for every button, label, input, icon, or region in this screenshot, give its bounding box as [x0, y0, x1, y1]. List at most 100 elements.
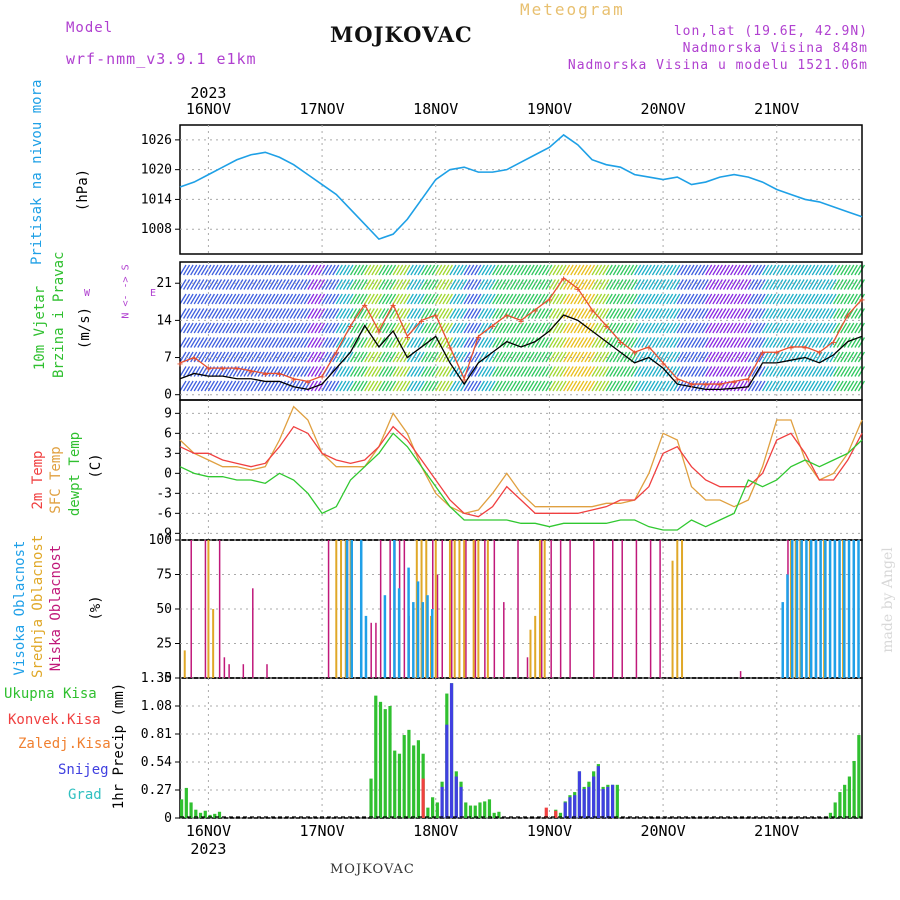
wind-barb [257, 293, 265, 305]
wind-barb [286, 322, 294, 334]
wind-barb [413, 293, 421, 305]
wind-barb [229, 279, 237, 290]
wind-barb [392, 322, 400, 334]
wind-barb [428, 264, 436, 276]
wind-barb [364, 308, 372, 319]
wind-barb [499, 351, 507, 363]
wind-barb [627, 337, 635, 348]
wind-barb [779, 322, 787, 334]
wind-barb [261, 366, 269, 377]
wind-barb [765, 366, 773, 377]
wind-barb [786, 308, 794, 319]
wind-barb [300, 279, 308, 290]
wind-barb [843, 264, 851, 276]
wind-barb [261, 337, 269, 348]
wind-barb [609, 308, 617, 319]
wind-barb [669, 322, 677, 334]
wind-barb [726, 279, 734, 290]
wind-barb [381, 279, 390, 290]
cloud-high-bar [345, 540, 349, 678]
wind-barb [225, 380, 233, 392]
rain-total-bar [464, 802, 468, 818]
wind-barb [364, 337, 372, 348]
wind-barb [843, 293, 851, 305]
wind-barb [779, 337, 787, 348]
wind-barb [349, 337, 358, 348]
wind-barb [495, 380, 503, 392]
wind-barb [467, 293, 475, 305]
wind-barb [637, 264, 645, 276]
wind-barb [257, 337, 265, 348]
wind-barb [339, 351, 347, 363]
wind-barb [254, 279, 262, 290]
wind-barb [214, 322, 223, 334]
wind-barb [520, 351, 528, 363]
wind-barb [371, 351, 379, 363]
wind-barb [825, 279, 834, 290]
wind-barb [840, 322, 848, 334]
wind-barb [317, 279, 326, 290]
wind-barb [783, 293, 791, 305]
wind-barb [435, 293, 443, 305]
wind-barb [286, 380, 294, 392]
wind-barb [389, 337, 397, 348]
wind-barb [214, 308, 223, 319]
wind-barb [779, 380, 787, 392]
wind-barb [694, 351, 702, 363]
wind-barb [520, 308, 528, 319]
wind-barb [559, 322, 567, 334]
cloud-high-bar [393, 540, 396, 678]
wind-barb [520, 279, 528, 290]
snow-bar [606, 786, 610, 818]
wind-barb [761, 308, 770, 319]
wind-barb [385, 293, 393, 305]
wind-barb [239, 366, 247, 377]
wind-barb [587, 293, 596, 305]
wind-gust-marker: + [561, 274, 567, 285]
wind-barb [452, 308, 461, 319]
wind-barb [317, 322, 326, 334]
wind-barb [676, 337, 684, 348]
wind-barb [648, 279, 656, 290]
wind-barb [484, 337, 493, 348]
wind-barb [772, 279, 780, 290]
wind-barb [452, 380, 461, 392]
wind-barb [513, 366, 521, 377]
wind-barb [758, 366, 766, 377]
wind-barb [744, 380, 752, 392]
wind-barb [730, 366, 738, 377]
wind-barb [179, 293, 187, 305]
wind-barb [623, 264, 631, 276]
wind-barb [406, 366, 414, 377]
wind-barb [531, 293, 539, 305]
wind-barb [833, 308, 841, 319]
wind-barb [303, 264, 311, 276]
wind-barb [605, 279, 613, 290]
wind-barb [527, 279, 535, 290]
wind-barb [275, 366, 283, 377]
wind-barb [854, 293, 862, 305]
y-tick-label: 0 [164, 466, 172, 481]
wind-barb [570, 380, 578, 392]
wind-barb [452, 337, 461, 348]
wind-barb [815, 380, 823, 392]
wind-barb [431, 366, 439, 377]
wind-barb [449, 322, 457, 334]
wind-barb [467, 279, 475, 290]
wind-barb [495, 264, 503, 276]
wind-barb [687, 264, 695, 276]
wind-barb [353, 308, 361, 319]
wind-barb [495, 308, 503, 319]
wind-barb [460, 337, 468, 348]
wind-barb [420, 293, 429, 305]
wind-barb [460, 351, 468, 363]
wind-barb [378, 279, 386, 290]
wind-gust-marker: + [660, 359, 666, 370]
wind-barb [413, 308, 421, 319]
wind-barb [769, 308, 777, 319]
wind-barb [740, 293, 748, 305]
wind-barb [374, 366, 382, 377]
wind-barb [726, 337, 734, 348]
wind-barb [428, 380, 436, 392]
wind-barb [420, 322, 429, 334]
